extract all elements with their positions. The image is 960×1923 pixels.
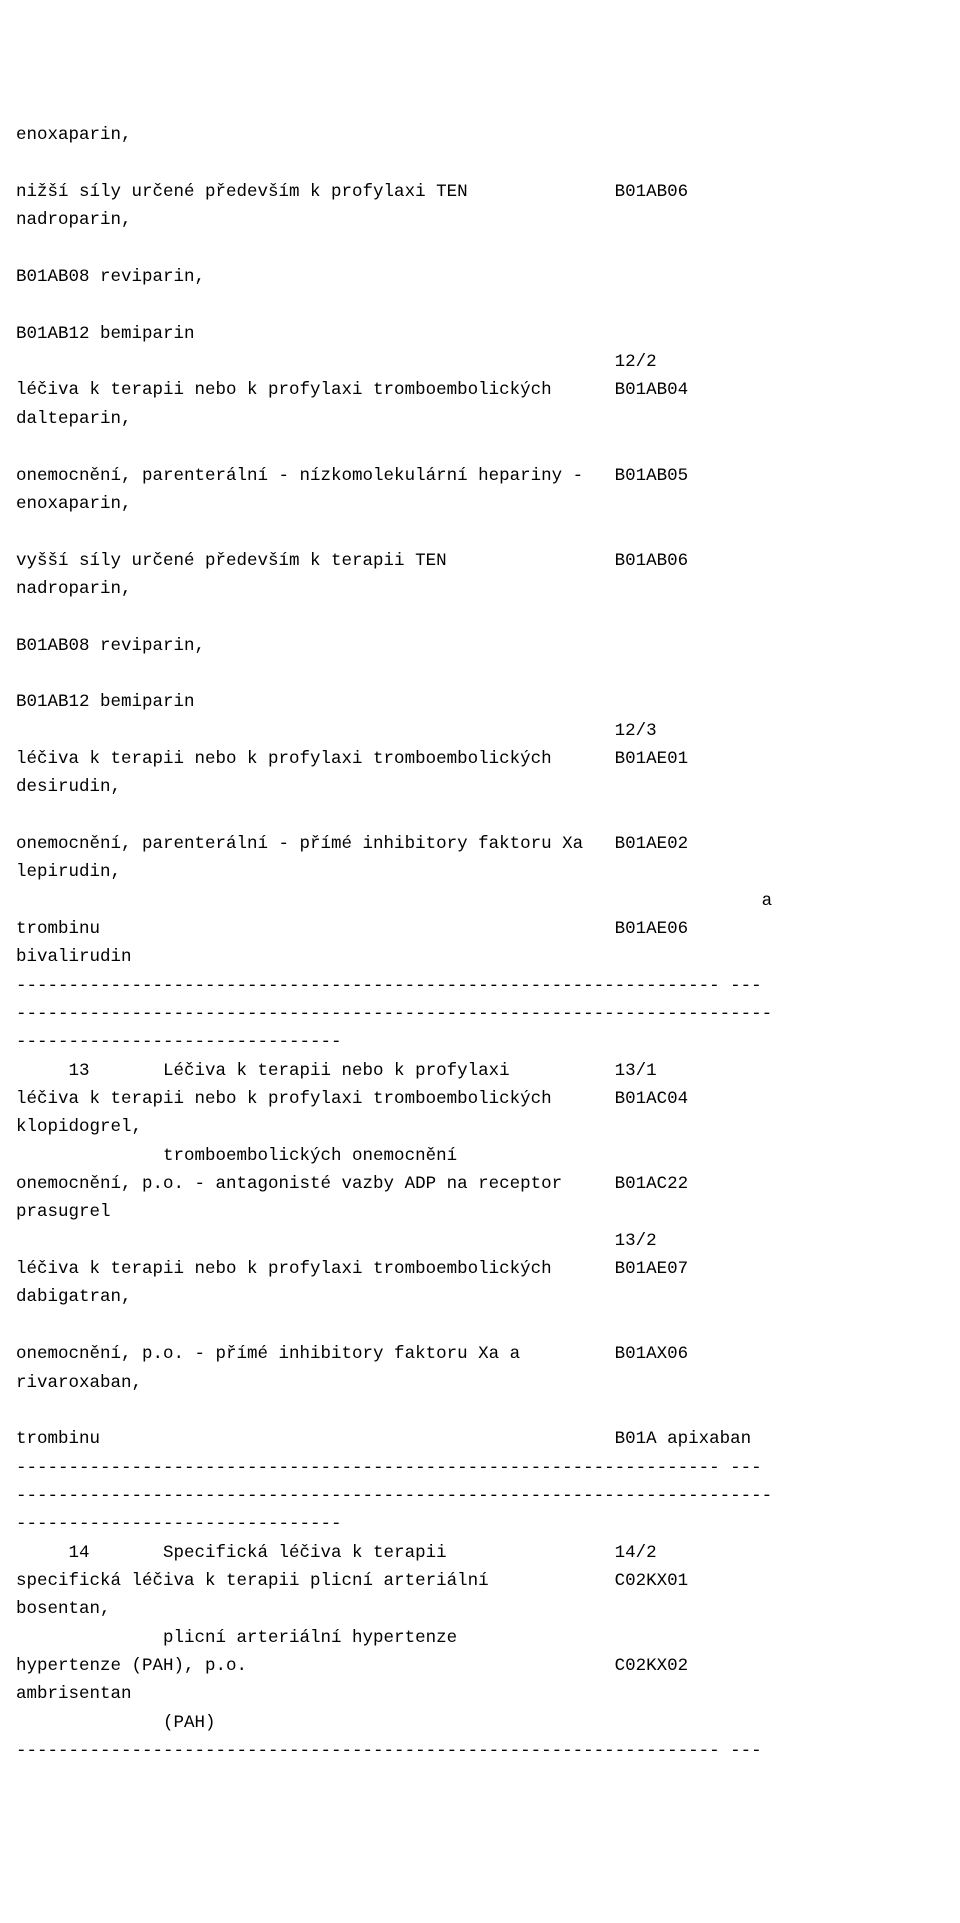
text-line: léčiva k terapii nebo k profylaxi trombo… <box>16 749 688 769</box>
text-line: prasugrel <box>16 1202 111 1222</box>
text-line: 12/2 <box>16 352 657 372</box>
text-line: B01AB08 reviparin, <box>16 267 205 287</box>
text-line: dabigatran, <box>16 1287 132 1307</box>
text-line: onemocnění, parenterální - přímé inhibit… <box>16 834 688 854</box>
text-line: trombinu B01A apixaban <box>16 1429 751 1449</box>
text-line: 13 Léčiva k terapii nebo k profylaxi 13/… <box>16 1061 657 1081</box>
text-line: léčiva k terapii nebo k profylaxi trombo… <box>16 380 688 400</box>
text-line: onemocnění, parenterální - nízkomolekulá… <box>16 466 688 486</box>
text-line: nadroparin, <box>16 210 132 230</box>
text-line: léčiva k terapii nebo k profylaxi trombo… <box>16 1259 688 1279</box>
text-line: léčiva k terapii nebo k profylaxi trombo… <box>16 1089 688 1109</box>
document-body: enoxaparin, nižší síly určené především … <box>16 121 944 1765</box>
separator-line: ----------------------------------------… <box>16 1486 772 1506</box>
text-line: lepirudin, <box>16 862 121 882</box>
text-line: dalteparin, <box>16 409 132 429</box>
separator-line: ----------------------------------------… <box>16 1741 762 1761</box>
text-line: plicní arteriální hypertenze <box>16 1628 457 1648</box>
text-line: onemocnění, p.o. - přímé inhibitory fakt… <box>16 1344 688 1364</box>
text-line: B01AB12 bemiparin <box>16 324 195 344</box>
separator-line: ----------------------------------------… <box>16 1004 772 1024</box>
text-line: bosentan, <box>16 1599 111 1619</box>
text-line: ambrisentan <box>16 1684 132 1704</box>
separator-line: ------------------------------- <box>16 1032 342 1052</box>
text-line: B01AB08 reviparin, <box>16 636 205 656</box>
text-line: bivalirudin <box>16 947 132 967</box>
text-line: onemocnění, p.o. - antagonisté vazby ADP… <box>16 1174 688 1194</box>
text-line: desirudin, <box>16 777 121 797</box>
text-line: vyšší síly určené především k terapii TE… <box>16 551 688 571</box>
text-line: enoxaparin, <box>16 125 132 145</box>
text-line: B01AB12 bemiparin <box>16 692 195 712</box>
text-line: rivaroxaban, <box>16 1373 142 1393</box>
text-line: klopidogrel, <box>16 1117 142 1137</box>
text-line: hypertenze (PAH), p.o. C02KX02 <box>16 1656 688 1676</box>
text-line: trombinu B01AE06 <box>16 919 688 939</box>
separator-line: ----------------------------------------… <box>16 1458 762 1478</box>
text-line: specifická léčiva k terapii plicní arter… <box>16 1571 688 1591</box>
text-line: a <box>16 891 772 911</box>
text-line: enoxaparin, <box>16 494 132 514</box>
text-line: 12/3 <box>16 721 657 741</box>
text-line: nižší síly určené především k profylaxi … <box>16 182 688 202</box>
text-line: nadroparin, <box>16 579 132 599</box>
text-line: tromboembolických onemocnění <box>16 1146 457 1166</box>
text-line: 14 Specifická léčiva k terapii 14/2 <box>16 1543 657 1563</box>
separator-line: ----------------------------------------… <box>16 976 762 996</box>
text-line: (PAH) <box>16 1713 216 1733</box>
separator-line: ------------------------------- <box>16 1514 342 1534</box>
text-line: 13/2 <box>16 1231 657 1251</box>
